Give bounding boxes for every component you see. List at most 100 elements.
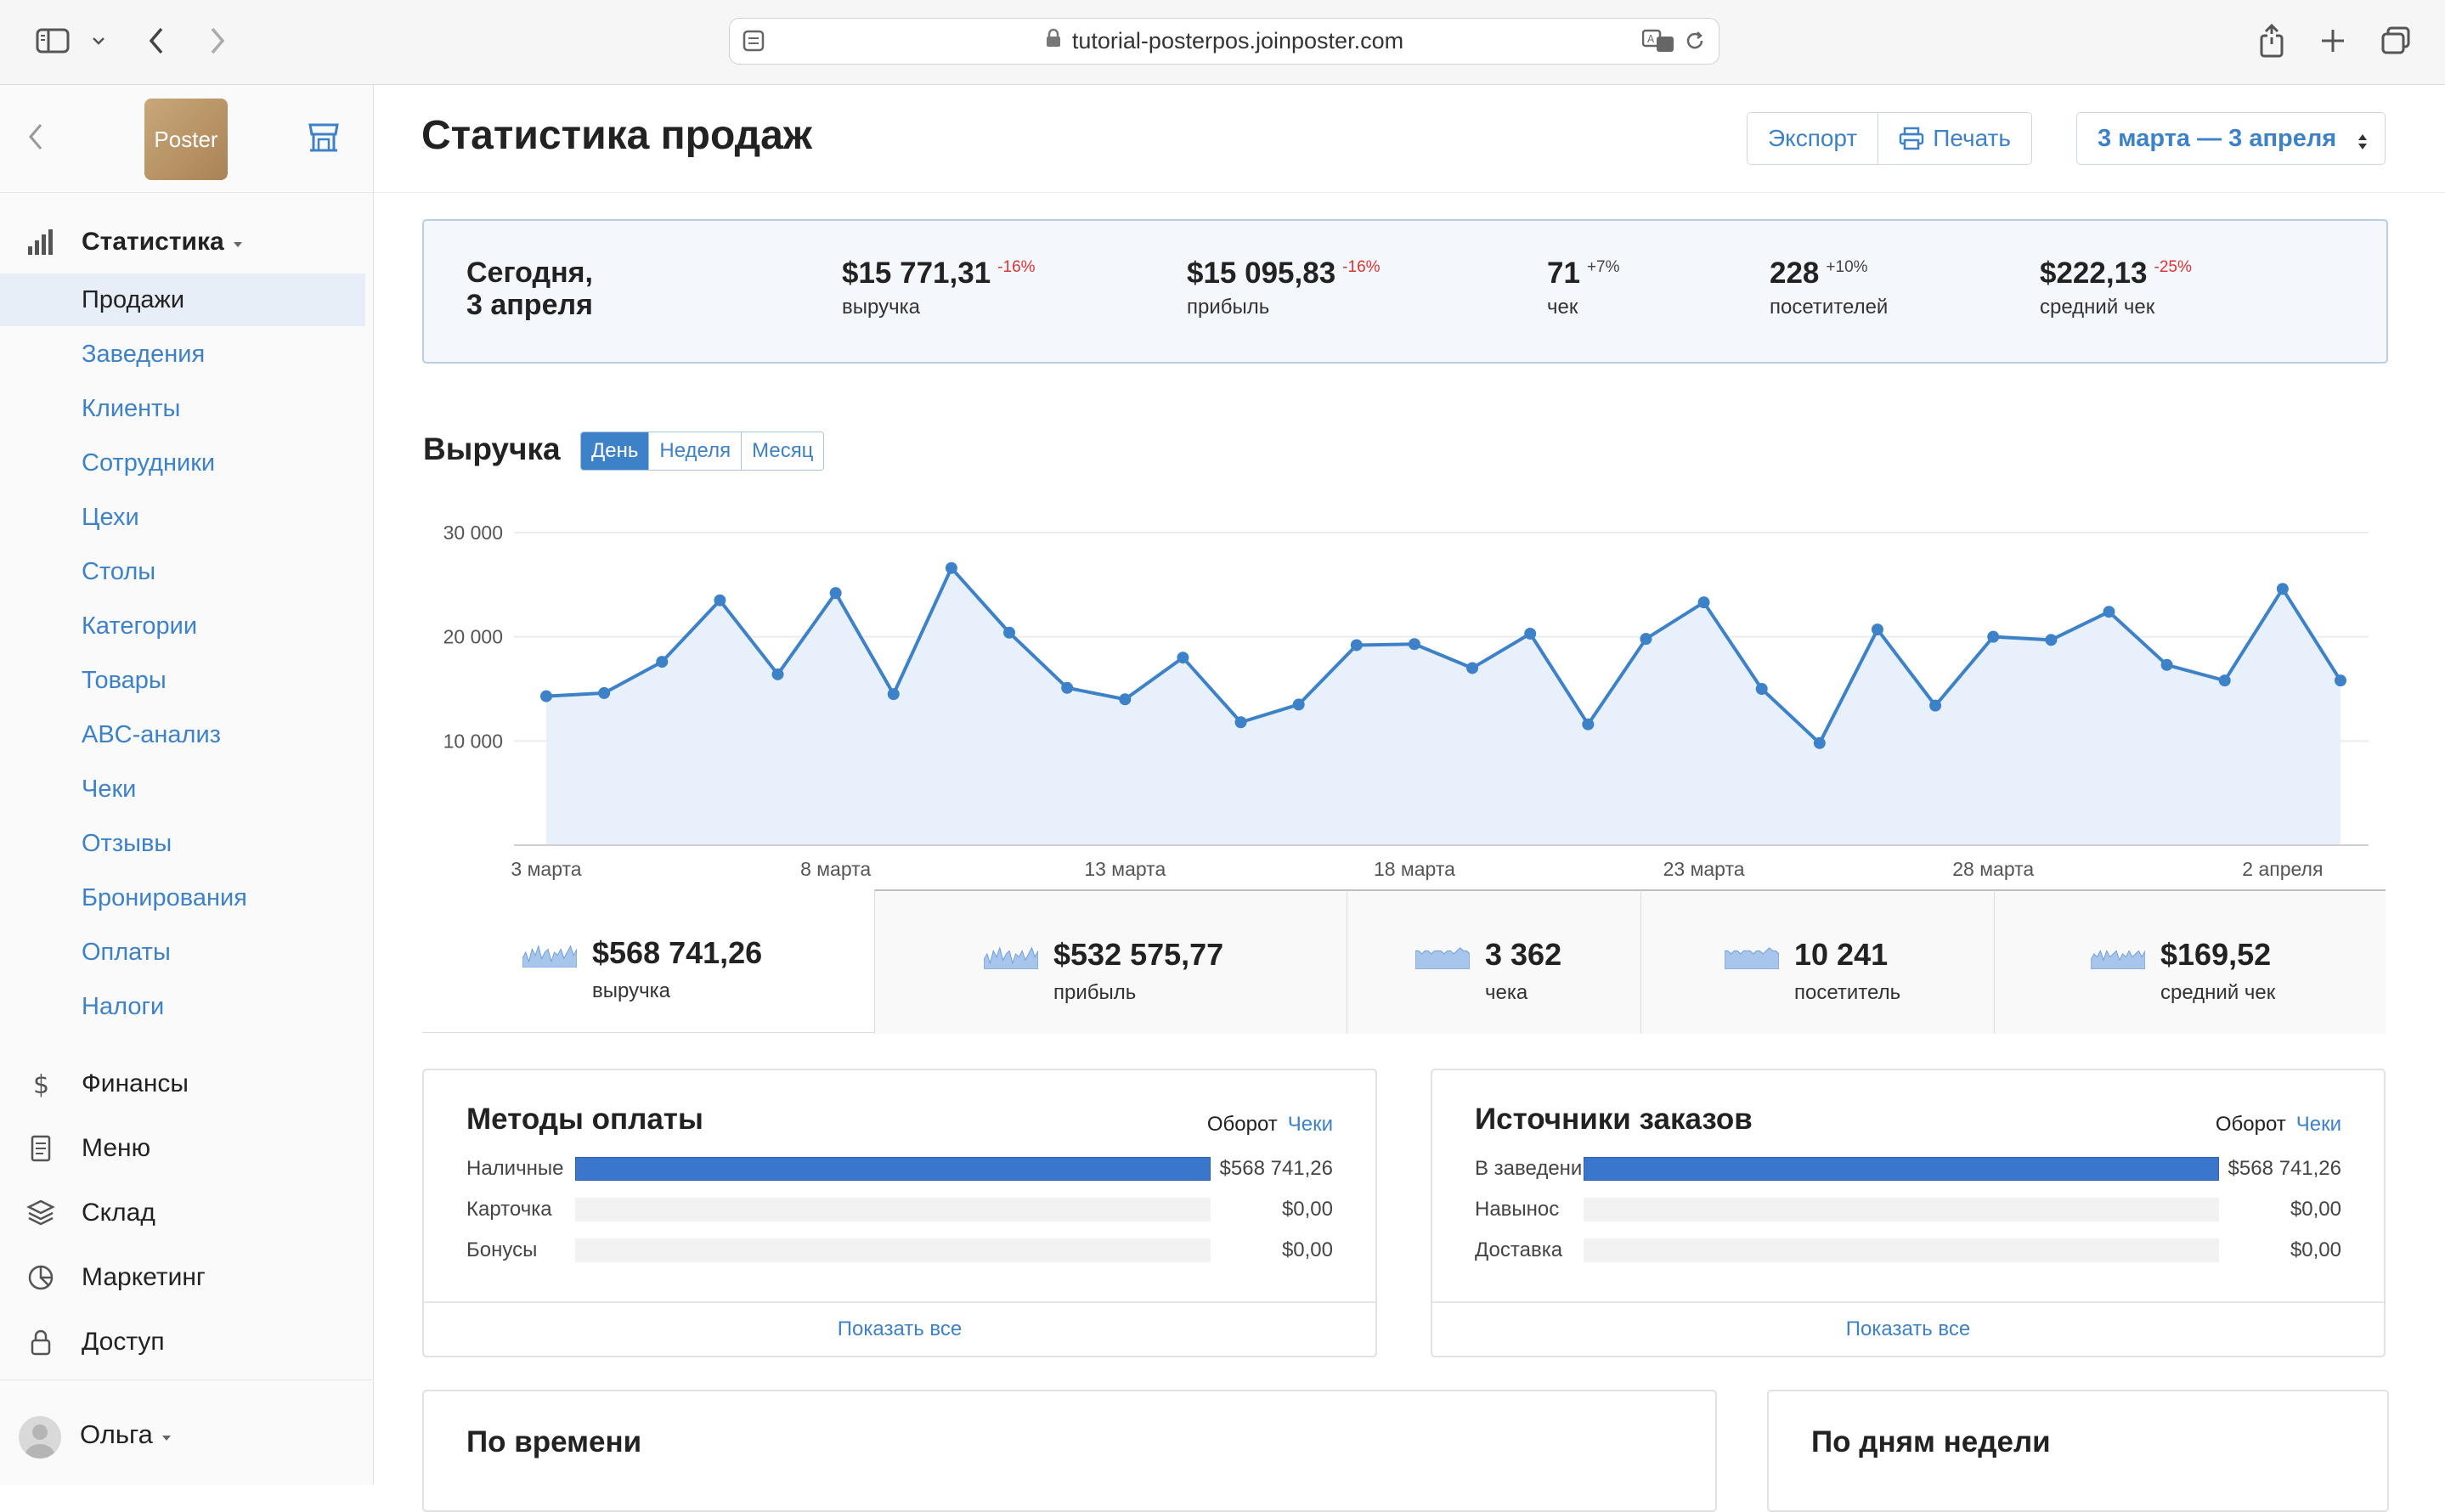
period-tab[interactable]: Неделя [648, 432, 742, 470]
show-all-link[interactable]: Показать все [424, 1301, 1375, 1356]
sidebar-item[interactable]: Сотрудники [0, 437, 365, 489]
period-tab[interactable]: Месяц [741, 432, 824, 470]
data-point[interactable] [598, 686, 611, 699]
data-point[interactable] [1061, 681, 1074, 694]
data-point[interactable] [714, 594, 726, 606]
tab-checks[interactable]: Чеки [1287, 1113, 1333, 1136]
export-button[interactable]: Экспорт [1748, 113, 1878, 164]
user-menu[interactable]: Ольга [0, 1379, 373, 1486]
collapse-sidebar-icon[interactable] [27, 122, 44, 155]
sidebar-item[interactable]: Отзывы [0, 817, 365, 870]
page-menu-icon[interactable] [742, 29, 765, 57]
data-point[interactable] [1524, 627, 1537, 640]
data-point[interactable] [1466, 662, 1479, 674]
sidebar-item[interactable]: Оплаты [0, 926, 365, 979]
data-point[interactable] [1292, 698, 1305, 711]
chevron-down-icon[interactable] [88, 21, 109, 60]
summary-cell[interactable]: $532 575,77 прибыль [874, 889, 1347, 1034]
sidebar-item[interactable]: Клиенты [0, 382, 365, 435]
new-tab-icon[interactable] [2318, 21, 2348, 60]
sidebar-item[interactable]: Товары [0, 654, 365, 707]
data-point[interactable] [771, 668, 784, 680]
back-icon[interactable] [141, 21, 172, 60]
data-point[interactable] [1697, 596, 1710, 609]
store-icon[interactable] [308, 122, 340, 157]
data-point[interactable] [2160, 658, 2173, 671]
sidebar-section-0[interactable]: $ Финансы [0, 1063, 373, 1105]
card-title: Методы оплаты [466, 1103, 703, 1136]
layers-icon [25, 1198, 56, 1228]
sparkline-area [984, 946, 1038, 969]
show-all-link[interactable]: Показать все [1432, 1301, 2384, 1356]
bar-row: Доставка $0,00 [1475, 1238, 2341, 1263]
data-point[interactable] [1640, 633, 1652, 646]
data-point[interactable] [1987, 630, 2000, 643]
data-point[interactable] [1582, 718, 1595, 731]
data-point[interactable] [1234, 716, 1247, 729]
sidebar-item[interactable]: Чеки [0, 763, 365, 815]
data-point[interactable] [1755, 683, 1768, 695]
tabs-overview-icon[interactable] [2379, 21, 2413, 60]
data-point[interactable] [2335, 674, 2346, 687]
data-point[interactable] [2103, 606, 2115, 618]
tab-turnover[interactable]: Оборот [1206, 1113, 1278, 1136]
summary-cell[interactable]: $169,52 средний чек [1994, 889, 2386, 1034]
today-title-line2: 3 апреля [466, 289, 593, 321]
print-button[interactable]: Печать [1878, 113, 2031, 164]
summary-cell[interactable]: $568 741,26 выручка [422, 889, 874, 1032]
data-point[interactable] [2218, 674, 2231, 687]
data-point[interactable] [887, 688, 900, 701]
data-point[interactable] [1929, 699, 1942, 712]
forward-icon[interactable] [202, 21, 233, 60]
x-tick-label: 2 апреля [2242, 858, 2323, 880]
sidebar-item[interactable]: Бронирования [0, 872, 365, 924]
sidebar-section-4[interactable]: Доступ [0, 1321, 373, 1363]
revenue-chart: 10 000 20 000 30 000 3 марта 8 марта 13 марта… [443, 522, 2369, 880]
sidebar-item[interactable]: Цехи [0, 491, 365, 544]
sidebar-item[interactable]: Заведения [0, 328, 365, 381]
reload-icon[interactable] [1683, 29, 1707, 57]
browser-toolbar: tutorial-posterpos.joinposter.com A [0, 0, 2445, 85]
sidebar-item[interactable]: Продажи [0, 274, 365, 326]
bar-row: В заведении $568 741,26 [1475, 1156, 2341, 1182]
data-point[interactable] [2276, 583, 2289, 595]
share-icon[interactable] [2256, 21, 2287, 60]
caret-down-icon [233, 238, 243, 253]
sidebar-header: Poster [0, 85, 373, 193]
data-point[interactable] [1813, 736, 1826, 749]
data-point[interactable] [1119, 693, 1132, 706]
address-bar[interactable]: tutorial-posterpos.joinposter.com A [729, 18, 1719, 65]
data-point[interactable] [1408, 638, 1420, 651]
dollar-icon: $ [25, 1069, 56, 1099]
bar-value: $0,00 [2290, 1238, 2341, 1261]
sidebar-section-3[interactable]: Маркетинг [0, 1256, 373, 1299]
data-point[interactable] [1871, 623, 1883, 636]
summary-cell[interactable]: 10 241 посетитель [1640, 889, 1995, 1034]
summary-cell[interactable]: 3 362 чека [1347, 889, 1641, 1034]
sidebar-section-stats[interactable]: Статистика [0, 221, 373, 263]
kpi-value: $15 095,83 [1187, 257, 1336, 290]
sidebar-item[interactable]: Столы [0, 545, 365, 598]
data-point[interactable] [2045, 634, 2058, 646]
tab-turnover[interactable]: Оборот [2215, 1113, 2286, 1136]
data-point[interactable] [829, 587, 842, 600]
sidebar-item[interactable]: ABC-анализ [0, 708, 365, 761]
data-point[interactable] [945, 561, 957, 574]
tab-checks[interactable]: Чеки [2295, 1113, 2341, 1136]
data-point[interactable] [1350, 639, 1363, 652]
data-point[interactable] [1177, 652, 1189, 664]
sidebar-item[interactable]: Налоги [0, 980, 365, 1033]
pie-chart-icon [25, 1262, 56, 1293]
kpi-change: +7% [1586, 258, 1620, 276]
sidebar-toggle-icon[interactable] [34, 21, 71, 60]
sidebar-section-1[interactable]: Меню [0, 1127, 373, 1170]
data-point[interactable] [656, 656, 669, 669]
translate-icon[interactable]: A [1641, 29, 1674, 57]
period-tab[interactable]: День [581, 432, 649, 470]
url-text: tutorial-posterpos.joinposter.com [1071, 28, 1404, 54]
sidebar-item[interactable]: Категории [0, 600, 365, 652]
data-point[interactable] [1003, 626, 1016, 639]
sidebar-section-2[interactable]: Склад [0, 1192, 373, 1234]
date-range-picker[interactable]: 3 марта — 3 апреля [2076, 112, 2386, 165]
data-point[interactable] [540, 690, 552, 702]
